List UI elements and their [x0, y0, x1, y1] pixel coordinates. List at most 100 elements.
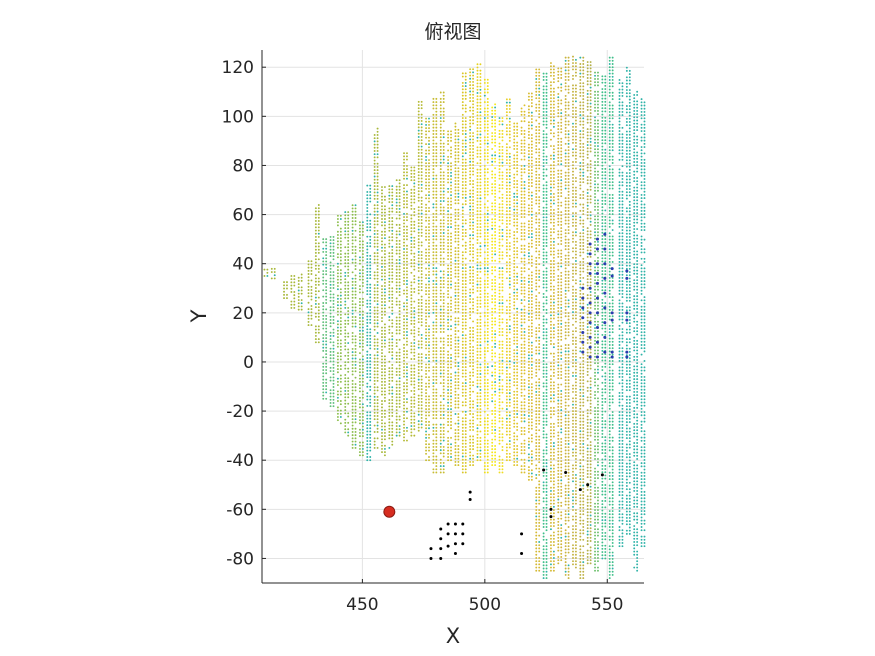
data-point: [461, 279, 464, 282]
data-point: [376, 207, 379, 210]
data-point: [314, 248, 317, 251]
data-point: [498, 244, 501, 247]
data-point: [476, 111, 479, 114]
data-point: [395, 207, 398, 210]
data-point: [336, 323, 339, 326]
data-point: [523, 203, 526, 206]
data-point: [498, 190, 501, 193]
data-point: [491, 266, 494, 269]
data-point: [508, 232, 511, 235]
data-point: [461, 152, 464, 155]
data-point: [351, 395, 354, 398]
data-point: [347, 281, 350, 284]
data-point: [354, 325, 357, 328]
data-point: [428, 404, 430, 407]
data-point: [439, 91, 442, 94]
data-point: [479, 162, 482, 165]
data-point: [325, 298, 328, 301]
data-point: [464, 168, 467, 171]
data-point: [406, 200, 408, 203]
data-point: [383, 259, 386, 262]
data-point: [450, 392, 452, 395]
data-point: [476, 357, 479, 359]
data-point: [472, 371, 475, 374]
data-point: [454, 355, 457, 358]
data-point: [344, 345, 347, 348]
data-point: [413, 351, 416, 354]
data-point: [520, 353, 523, 356]
data-point: [476, 321, 479, 324]
data-point: [369, 353, 372, 356]
data-point: [420, 369, 423, 371]
data-point: [395, 287, 398, 290]
data-point: [464, 263, 467, 266]
data-point: [369, 363, 372, 366]
data-point: [442, 407, 445, 410]
data-point: [373, 370, 376, 373]
data-point: [406, 263, 408, 266]
data-point: [329, 360, 332, 363]
data-point: [498, 353, 501, 356]
data-point: [439, 270, 442, 273]
data-point: [520, 276, 523, 279]
data-point: [420, 321, 423, 324]
data-point: [398, 195, 401, 198]
data-point: [290, 303, 293, 306]
data-point: [469, 132, 472, 134]
data-point: [381, 422, 383, 425]
data-point: [486, 388, 489, 391]
data-point: [286, 293, 288, 296]
data-point: [508, 388, 511, 391]
data-point: [388, 201, 391, 203]
data-point: [472, 132, 475, 134]
data-point: [439, 190, 442, 193]
data-point: [457, 374, 460, 377]
data-point: [425, 427, 428, 430]
data-point: [344, 236, 347, 239]
data-point: [354, 430, 357, 433]
data-point: [403, 177, 405, 180]
data-point: [523, 164, 526, 167]
data-point: [435, 343, 438, 346]
data-point: [513, 314, 516, 316]
data-point: [479, 315, 482, 318]
data-point: [476, 280, 479, 283]
data-point: [464, 110, 467, 113]
data-point: [293, 306, 296, 309]
data-point: [520, 311, 523, 314]
data-point: [442, 356, 445, 359]
data-point: [479, 210, 482, 213]
data-point: [376, 303, 379, 306]
data-point: [432, 149, 435, 151]
data-point: [520, 180, 523, 183]
data-point: [501, 401, 504, 404]
data-point: [464, 318, 467, 321]
data-point: [314, 296, 317, 299]
data-point: [381, 438, 383, 441]
data-point: [410, 428, 413, 431]
data-point: [486, 139, 489, 142]
data-point: [513, 368, 516, 371]
data-point: [520, 308, 523, 311]
data-point: [361, 278, 364, 281]
data-point: [494, 103, 497, 106]
data-point: [347, 383, 350, 386]
data-point: [376, 264, 379, 267]
data-point: [505, 456, 508, 458]
data-point: [439, 263, 442, 266]
data-point: [347, 249, 350, 252]
data-point: [442, 225, 445, 228]
data-point: [317, 226, 320, 229]
data-point: [486, 120, 489, 123]
data-point: [413, 364, 416, 367]
data-point: [410, 364, 413, 367]
data-point: [486, 244, 489, 247]
data-point: [520, 430, 523, 432]
data-point: [351, 322, 354, 325]
data-point: [461, 417, 464, 420]
data-point: [442, 315, 445, 317]
data-point: [373, 395, 376, 398]
data-point: [336, 297, 339, 300]
data-point: [417, 369, 420, 371]
data-point: [450, 344, 452, 347]
